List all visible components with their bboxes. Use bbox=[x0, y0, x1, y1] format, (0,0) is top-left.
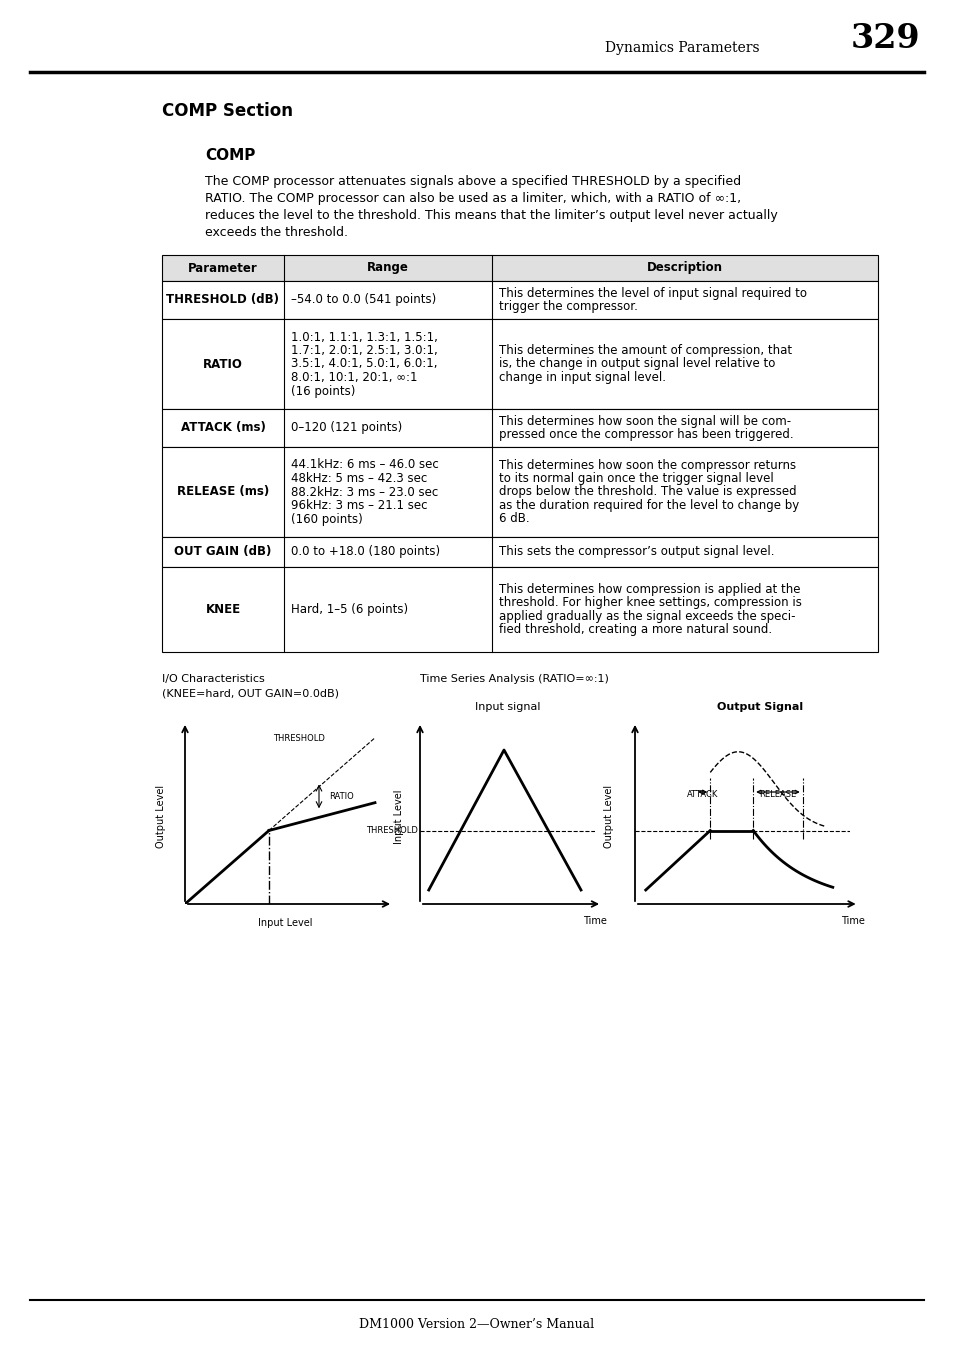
Text: Range: Range bbox=[367, 262, 409, 274]
Text: 0–120 (121 points): 0–120 (121 points) bbox=[291, 422, 402, 435]
Text: I/O Characteristics: I/O Characteristics bbox=[162, 674, 265, 684]
Bar bbox=[162, 409, 877, 447]
Text: Output Signal: Output Signal bbox=[717, 703, 802, 712]
Text: as the duration required for the level to change by: as the duration required for the level t… bbox=[498, 499, 799, 512]
Text: 1.0:1, 1.1:1, 1.3:1, 1.5:1,: 1.0:1, 1.1:1, 1.3:1, 1.5:1, bbox=[291, 331, 437, 343]
Text: threshold. For higher knee settings, compression is: threshold. For higher knee settings, com… bbox=[498, 596, 801, 609]
Text: This sets the compressor’s output signal level.: This sets the compressor’s output signal… bbox=[498, 546, 774, 558]
Text: (KNEE=hard, OUT GAIN=0.0dB): (KNEE=hard, OUT GAIN=0.0dB) bbox=[162, 688, 338, 698]
Text: Input Level: Input Level bbox=[394, 789, 403, 844]
Text: applied gradually as the signal exceeds the speci-: applied gradually as the signal exceeds … bbox=[498, 609, 795, 623]
Text: THRESHOLD: THRESHOLD bbox=[273, 734, 325, 743]
Text: 48kHz: 5 ms – 42.3 sec: 48kHz: 5 ms – 42.3 sec bbox=[291, 471, 427, 485]
Text: drops below the threshold. The value is expressed: drops below the threshold. The value is … bbox=[498, 485, 796, 499]
Text: Time: Time bbox=[583, 916, 607, 927]
Text: ATTACK: ATTACK bbox=[686, 790, 718, 798]
Text: 0.0 to +18.0 (180 points): 0.0 to +18.0 (180 points) bbox=[291, 546, 439, 558]
Text: exceeds the threshold.: exceeds the threshold. bbox=[205, 226, 348, 239]
Text: Output Level: Output Level bbox=[603, 785, 614, 848]
Bar bbox=[162, 567, 877, 653]
Text: 1.7:1, 2.0:1, 2.5:1, 3.0:1,: 1.7:1, 2.0:1, 2.5:1, 3.0:1, bbox=[291, 345, 437, 357]
Text: –54.0 to 0.0 (541 points): –54.0 to 0.0 (541 points) bbox=[291, 293, 436, 307]
Text: This determines how soon the compressor returns: This determines how soon the compressor … bbox=[498, 458, 796, 471]
Text: THRESHOLD (dB): THRESHOLD (dB) bbox=[167, 293, 279, 307]
Text: 6 dB.: 6 dB. bbox=[498, 512, 529, 526]
Text: This determines the amount of compression, that: This determines the amount of compressio… bbox=[498, 345, 791, 357]
Text: (16 points): (16 points) bbox=[291, 385, 355, 397]
Text: reduces the level to the threshold. This means that the limiter’s output level n: reduces the level to the threshold. This… bbox=[205, 209, 777, 222]
Text: is, the change in output signal level relative to: is, the change in output signal level re… bbox=[498, 358, 775, 370]
Text: Input Level: Input Level bbox=[257, 917, 312, 928]
Text: 88.2kHz: 3 ms – 23.0 sec: 88.2kHz: 3 ms – 23.0 sec bbox=[291, 485, 437, 499]
Text: RATIO: RATIO bbox=[329, 792, 354, 801]
Text: RELEASE (ms): RELEASE (ms) bbox=[176, 485, 269, 499]
Text: 3.5:1, 4.0:1, 5.0:1, 6.0:1,: 3.5:1, 4.0:1, 5.0:1, 6.0:1, bbox=[291, 358, 437, 370]
Text: KNEE: KNEE bbox=[205, 603, 240, 616]
Text: The COMP processor attenuates signals above a specified THRESHOLD by a specified: The COMP processor attenuates signals ab… bbox=[205, 176, 740, 188]
Text: RATIO. The COMP processor can also be used as a limiter, which, with a RATIO of : RATIO. The COMP processor can also be us… bbox=[205, 192, 740, 205]
Bar bbox=[162, 319, 877, 409]
Text: 96kHz: 3 ms – 21.1 sec: 96kHz: 3 ms – 21.1 sec bbox=[291, 499, 427, 512]
Text: Description: Description bbox=[646, 262, 722, 274]
Text: This determines how soon the signal will be com-: This determines how soon the signal will… bbox=[498, 415, 790, 428]
Text: OUT GAIN (dB): OUT GAIN (dB) bbox=[174, 546, 272, 558]
Bar bbox=[162, 255, 877, 281]
Text: Output Level: Output Level bbox=[156, 785, 166, 848]
Bar bbox=[162, 447, 877, 536]
Text: Dynamics Parameters: Dynamics Parameters bbox=[604, 41, 759, 55]
Bar bbox=[162, 281, 877, 319]
Text: ATTACK (ms): ATTACK (ms) bbox=[180, 422, 265, 435]
Text: This determines how compression is applied at the: This determines how compression is appli… bbox=[498, 582, 800, 596]
Bar bbox=[162, 536, 877, 567]
Text: RELEASE: RELEASE bbox=[759, 790, 796, 798]
Text: fied threshold, creating a more natural sound.: fied threshold, creating a more natural … bbox=[498, 623, 771, 636]
Text: 8.0:1, 10:1, 20:1, ∞:1: 8.0:1, 10:1, 20:1, ∞:1 bbox=[291, 372, 417, 384]
Text: Appendix: Appendix bbox=[910, 1069, 920, 1120]
Text: 44.1kHz: 6 ms – 46.0 sec: 44.1kHz: 6 ms – 46.0 sec bbox=[291, 458, 438, 471]
Text: change in input signal level.: change in input signal level. bbox=[498, 372, 665, 384]
Text: THRESHOLD: THRESHOLD bbox=[366, 825, 417, 835]
Text: RATIO: RATIO bbox=[203, 358, 243, 370]
Text: COMP: COMP bbox=[205, 149, 255, 163]
Text: DM1000 Version 2—Owner’s Manual: DM1000 Version 2—Owner’s Manual bbox=[359, 1319, 594, 1331]
Text: Parameter: Parameter bbox=[188, 262, 257, 274]
Text: COMP Section: COMP Section bbox=[162, 101, 293, 120]
Text: Input signal: Input signal bbox=[475, 703, 540, 712]
Text: pressed once the compressor has been triggered.: pressed once the compressor has been tri… bbox=[498, 428, 793, 442]
Text: Time: Time bbox=[841, 916, 864, 927]
Text: This determines the level of input signal required to: This determines the level of input signa… bbox=[498, 286, 806, 300]
Text: Time Series Analysis (RATIO=∞:1): Time Series Analysis (RATIO=∞:1) bbox=[419, 674, 608, 684]
Text: Hard, 1–5 (6 points): Hard, 1–5 (6 points) bbox=[291, 603, 408, 616]
Text: to its normal gain once the trigger signal level: to its normal gain once the trigger sign… bbox=[498, 471, 773, 485]
Text: 329: 329 bbox=[849, 22, 919, 55]
Text: (160 points): (160 points) bbox=[291, 512, 362, 526]
Text: trigger the compressor.: trigger the compressor. bbox=[498, 300, 638, 313]
